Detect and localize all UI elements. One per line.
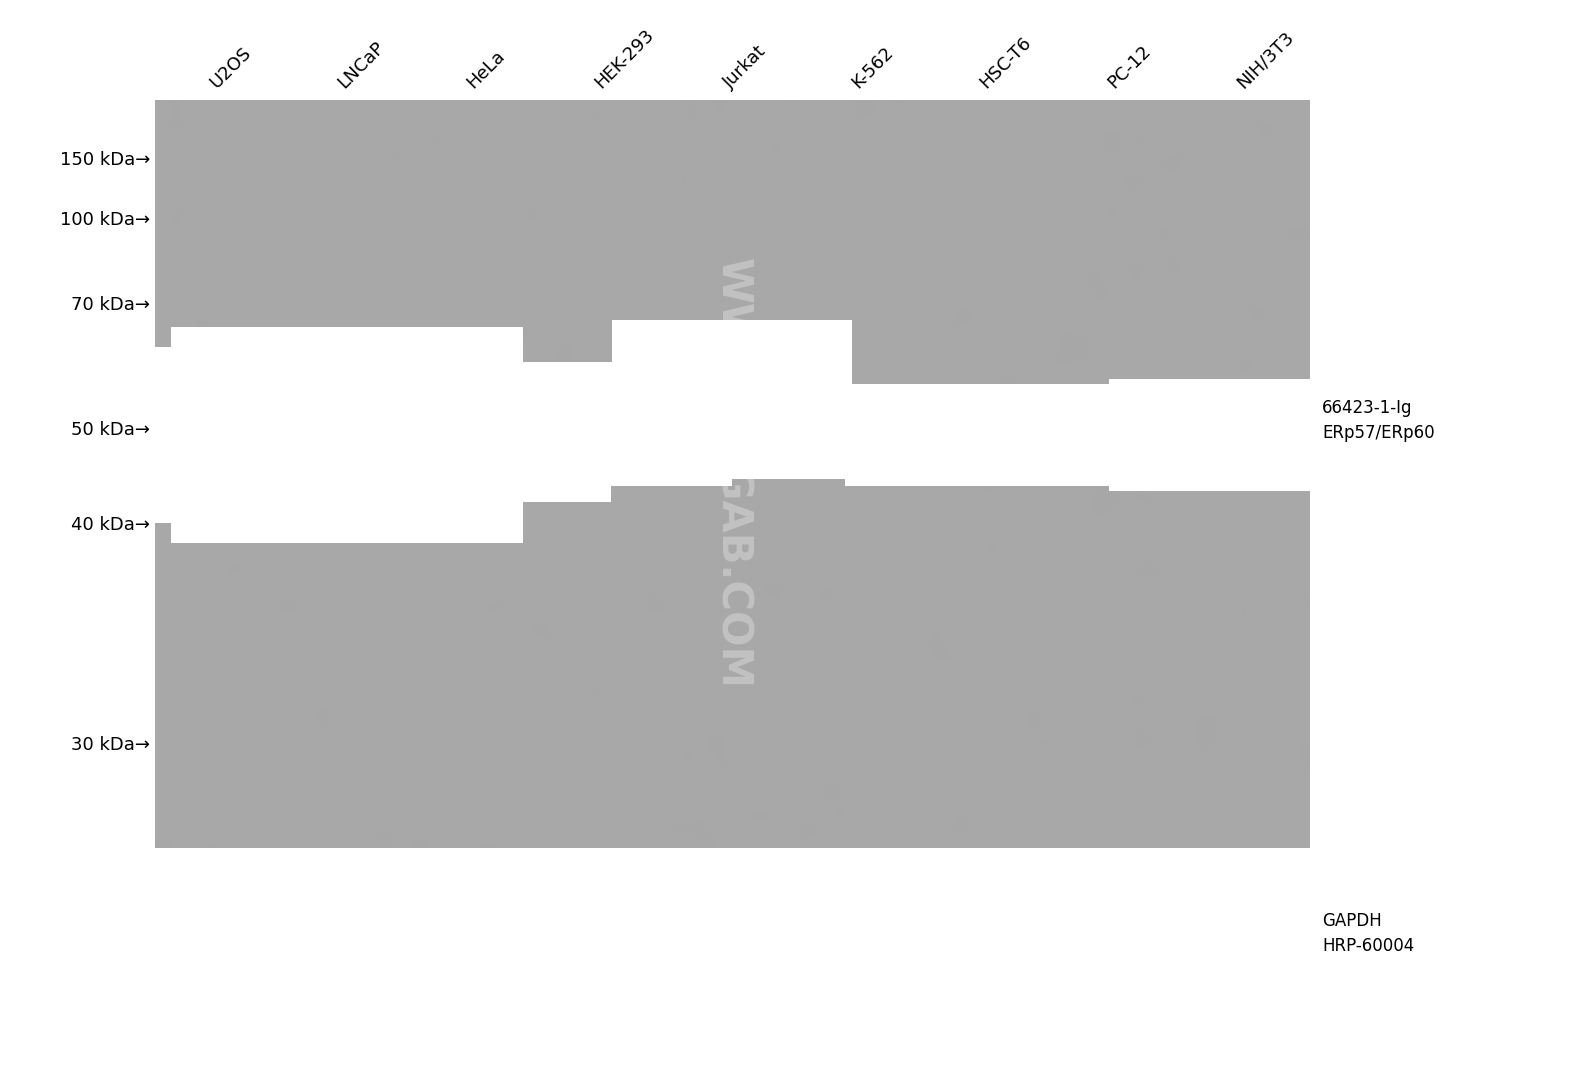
Text: 150 kDa→: 150 kDa→ xyxy=(60,151,151,169)
Text: WWW.PTGAB.COM: WWW.PTGAB.COM xyxy=(711,259,753,690)
Text: GAPDH
HRP-60004: GAPDH HRP-60004 xyxy=(1323,912,1414,955)
Text: Jurkat: Jurkat xyxy=(720,42,769,92)
Text: 40 kDa→: 40 kDa→ xyxy=(71,516,151,534)
Text: U2OS: U2OS xyxy=(207,43,254,92)
Text: PC-12: PC-12 xyxy=(1105,42,1155,92)
Text: HeLa: HeLa xyxy=(463,47,508,92)
Text: NIH/3T3: NIH/3T3 xyxy=(1233,28,1298,92)
Text: LNCaP: LNCaP xyxy=(334,38,389,92)
Text: 50 kDa→: 50 kDa→ xyxy=(71,421,151,439)
Text: HEK-293: HEK-293 xyxy=(592,26,657,92)
Text: 30 kDa→: 30 kDa→ xyxy=(71,736,151,754)
Text: HSC-T6: HSC-T6 xyxy=(976,34,1036,92)
Text: 66423-1-Ig
ERp57/ERp60: 66423-1-Ig ERp57/ERp60 xyxy=(1323,399,1434,442)
Text: 70 kDa→: 70 kDa→ xyxy=(71,296,151,314)
Text: 100 kDa→: 100 kDa→ xyxy=(60,211,151,229)
Text: K-562: K-562 xyxy=(849,43,897,92)
